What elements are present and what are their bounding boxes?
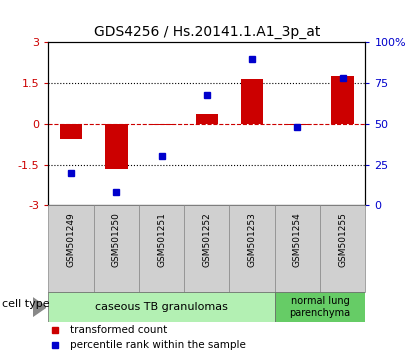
Text: GSM501250: GSM501250: [112, 212, 121, 267]
Text: GSM501251: GSM501251: [157, 212, 166, 267]
Bar: [196, 114, 218, 124]
Bar: [94, 205, 139, 292]
Bar: [150, 124, 173, 125]
Bar: [60, 124, 82, 139]
Bar: [139, 205, 184, 292]
Text: cell type: cell type: [2, 298, 50, 309]
Bar: [275, 292, 365, 322]
Text: GSM501255: GSM501255: [338, 212, 347, 267]
Bar: [275, 205, 320, 292]
Bar: [229, 205, 275, 292]
Text: GSM501253: GSM501253: [248, 212, 257, 267]
Bar: [48, 205, 94, 292]
Text: normal lung
parenchyma: normal lung parenchyma: [289, 296, 351, 318]
Bar: [241, 79, 263, 124]
Bar: [105, 124, 128, 169]
Text: GSM501254: GSM501254: [293, 212, 302, 267]
Bar: [320, 205, 365, 292]
Bar: [48, 292, 275, 322]
Bar: [331, 76, 354, 124]
Text: transformed count: transformed count: [71, 325, 168, 335]
Text: GSM501249: GSM501249: [66, 212, 76, 267]
Text: caseous TB granulomas: caseous TB granulomas: [95, 302, 228, 312]
Polygon shape: [33, 298, 46, 316]
Text: GSM501252: GSM501252: [202, 212, 211, 267]
Title: GDS4256 / Hs.20141.1.A1_3p_at: GDS4256 / Hs.20141.1.A1_3p_at: [94, 25, 320, 39]
Bar: [184, 205, 229, 292]
Text: percentile rank within the sample: percentile rank within the sample: [71, 341, 247, 350]
Bar: [286, 124, 309, 125]
